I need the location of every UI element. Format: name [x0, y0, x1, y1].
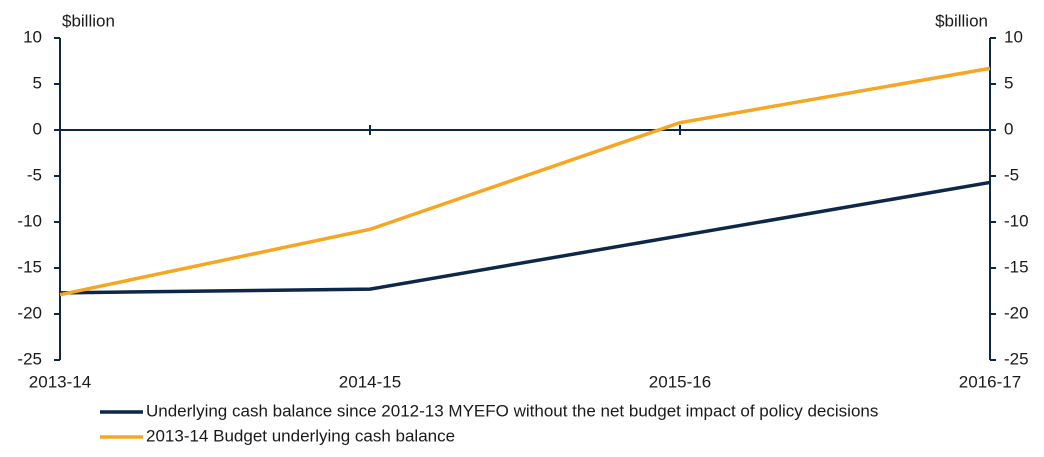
series-line	[59, 180, 991, 295]
y-tick-label: -5	[27, 165, 42, 184]
y2-tick-label: -20	[1004, 303, 1029, 322]
y-tick-label: -25	[17, 349, 42, 368]
y2-tick-label: -15	[1004, 257, 1029, 276]
x-tick-label: 2016-17	[959, 372, 1021, 391]
y-tick-label: 10	[23, 27, 42, 46]
x-tick-label: 2015-16	[649, 372, 711, 391]
y2-tick-label: 10	[1004, 27, 1023, 46]
y-tick-label: -15	[17, 257, 42, 276]
y-unit-label: $billion	[62, 11, 115, 30]
legend-label: 2013-14 Budget underlying cash balance	[146, 426, 455, 445]
series-line	[59, 66, 991, 297]
x-tick-label: 2013-14	[29, 372, 91, 391]
y2-tick-label: 0	[1004, 119, 1013, 138]
y2-tick-label: 5	[1004, 73, 1013, 92]
y-tick-label: 5	[33, 73, 42, 92]
y2-tick-label: -25	[1004, 349, 1029, 368]
y-tick-label: 0	[33, 119, 42, 138]
y2-tick-label: -10	[1004, 211, 1029, 230]
y-tick-label: -20	[17, 303, 42, 322]
y-tick-label: -10	[17, 211, 42, 230]
x-tick-label: 2014-15	[339, 372, 401, 391]
y2-tick-label: -5	[1004, 165, 1019, 184]
legend-label: Underlying cash balance since 2012-13 MY…	[146, 401, 878, 420]
y2-unit-label: $billion	[935, 11, 988, 30]
